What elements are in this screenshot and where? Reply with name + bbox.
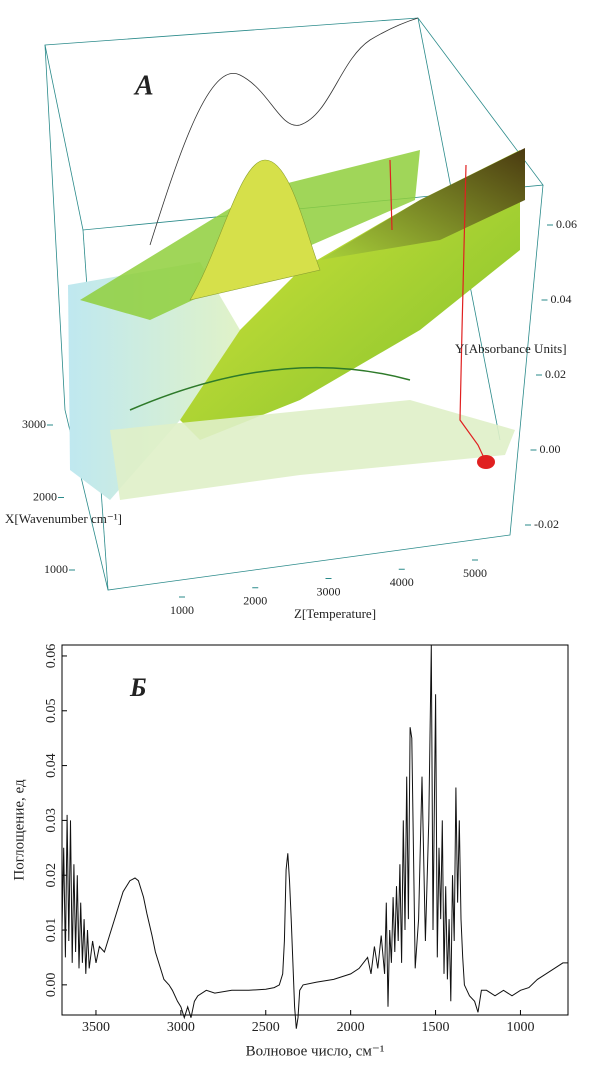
x-tick-label: 3500 bbox=[82, 1020, 110, 1035]
plot-frame bbox=[61, 644, 569, 1016]
surface-peak bbox=[189, 159, 321, 301]
y-tick-label: 0.04 bbox=[44, 753, 59, 778]
surface-contour bbox=[129, 366, 411, 411]
x-axis-label: X[Wavenumber cm⁻¹] bbox=[5, 511, 122, 526]
back-projection bbox=[149, 17, 419, 246]
y-axis-label: Поглощение, ед bbox=[11, 779, 27, 881]
panel-label: A bbox=[133, 70, 154, 101]
surface-base bbox=[110, 400, 515, 500]
y-tick-label: 0.02 bbox=[545, 367, 566, 381]
spectrum-line bbox=[61, 644, 568, 1029]
z-tick-label: 3000 bbox=[317, 584, 341, 598]
y-tick-label: 0.06 bbox=[44, 644, 59, 669]
y-tick-label: -0.02 bbox=[534, 517, 559, 531]
red-trace bbox=[389, 159, 393, 231]
y-tick-label: 0.01 bbox=[44, 918, 59, 943]
z-tick-label: 4000 bbox=[390, 575, 414, 589]
z-tick-label: 5000 bbox=[463, 566, 487, 580]
red-trace bbox=[459, 164, 486, 461]
panel-label: Б bbox=[129, 673, 147, 702]
red-marker bbox=[477, 455, 495, 469]
x-tick-label: 1500 bbox=[422, 1020, 450, 1035]
z-tick-label: 1000 bbox=[170, 603, 194, 617]
y-tick-label: 0.03 bbox=[44, 808, 59, 833]
x-tick-label: 3000 bbox=[22, 417, 46, 431]
y-tick-label: 0.06 bbox=[556, 217, 577, 231]
x-tick-label: 2500 bbox=[252, 1020, 280, 1035]
x-tick-label: 2000 bbox=[33, 489, 57, 503]
y-tick-label: 0.00 bbox=[540, 442, 561, 456]
y-tick-label: 0.04 bbox=[551, 292, 572, 306]
z-axis-label: Z[Temperature] bbox=[294, 606, 376, 621]
x-tick-label: 3000 bbox=[167, 1020, 195, 1035]
x-tick-label: 1000 bbox=[44, 562, 68, 576]
surface-ridge bbox=[320, 148, 525, 260]
x-tick-label: 2000 bbox=[337, 1020, 365, 1035]
z-tick-label: 2000 bbox=[243, 594, 267, 608]
y-tick-label: 0.02 bbox=[44, 863, 59, 888]
y-tick-label: 0.00 bbox=[44, 973, 59, 998]
surface-cool bbox=[68, 262, 240, 500]
x-tick-label: 1000 bbox=[506, 1020, 534, 1035]
x-axis-label: Волновое число, см⁻¹ bbox=[246, 1043, 385, 1059]
surface-decoration bbox=[44, 17, 544, 591]
y-tick-label: 0.05 bbox=[44, 699, 59, 724]
y-axis-label: Y[Absorbance Units] bbox=[455, 341, 567, 356]
